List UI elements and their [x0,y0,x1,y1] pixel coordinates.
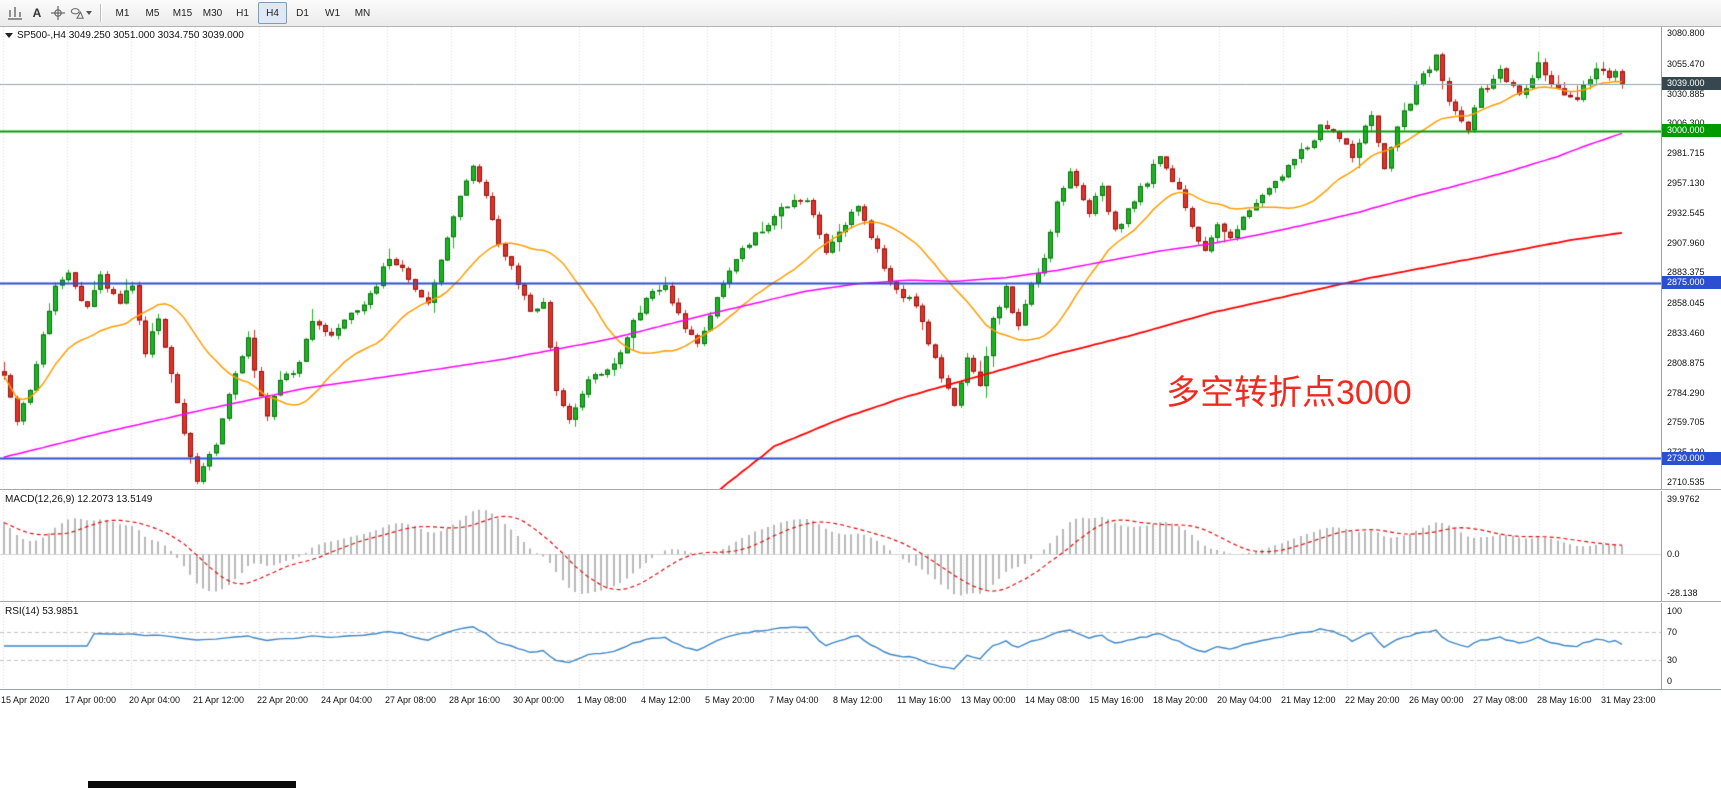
timeframe-h1-button[interactable]: H1 [236,7,249,19]
price-axis-label: 3080.800 [1667,28,1705,38]
price-axis-label: 2932.545 [1667,207,1705,218]
time-axis-label: 22 May 20:00 [1345,695,1400,705]
macd-header-text: MACD(12,26,9) 12.2073 13.5149 [5,494,153,505]
rsi-axis-label: 0 [1667,676,1673,686]
rsi-axis-label: 30 [1667,655,1678,665]
macd-axis-label: 0.0 [1667,549,1680,560]
price-axis-label: 2883.375 [1667,267,1705,278]
symbol-caret-icon[interactable] [5,33,13,38]
scrollbar-thumb[interactable] [88,781,296,788]
time-axis-label: 13 May 00:00 [961,695,1016,705]
time-axis-label: 27 May 08:00 [1473,695,1528,705]
time-axis-label: 26 May 00:00 [1409,695,1464,705]
toolbar-separator [100,4,101,22]
macd-header: MACD(12,26,9) 12.2073 13.5149 [5,494,152,505]
time-axis-label: 5 May 20:00 [705,695,755,705]
price-axis-label: 3055.470 [1667,58,1705,69]
time-axis-label: 14 May 08:00 [1025,695,1080,705]
timeframe-h4-button[interactable]: H4 [258,2,287,24]
time-axis-label: 31 May 23:00 [1601,695,1656,705]
bottom-area [0,712,1721,789]
price-axis-label: 3030.885 [1667,88,1705,99]
time-axis-label: 15 May 16:00 [1089,695,1144,705]
time-axis-label: 28 May 16:00 [1537,695,1592,705]
shapes-tool-button[interactable] [70,3,92,23]
price-tag-2730.000: 2730.000 [1662,451,1721,465]
timeframe-m1-button[interactable]: M1 [115,7,130,19]
rsi-header-text: RSI(14) 53.9851 [5,606,79,617]
dropdown-caret-icon[interactable] [86,11,92,15]
time-axis-label: 1 May 08:00 [577,695,627,705]
macd-chart-canvas[interactable] [0,491,1661,601]
price-axis-label: 2981.715 [1667,148,1705,159]
time-axis-label: 27 Apr 08:00 [385,695,437,705]
price-axis-label: 3006.300 [1667,118,1705,129]
rsi-chart-canvas[interactable] [0,603,1661,689]
price-tag-2875.000: 2875.000 [1662,276,1721,290]
price-chart-panel: SP500-,H4 3049.250 3051.000 3034.750 303… [0,27,1721,489]
time-axis-label: 15 Apr 2020 [1,695,50,705]
time-axis-label: 21 May 12:00 [1281,695,1336,705]
price-axis-label: 2759.705 [1667,417,1705,428]
price-axis-label: 2858.045 [1667,298,1705,309]
time-axis-label: 22 Apr 20:00 [257,695,309,705]
price-axis-label: 2784.290 [1667,387,1705,398]
price-tag-3039.000: 3039.000 [1662,77,1721,91]
time-axis-label: 4 May 12:00 [641,695,691,705]
timeframe-m15-button[interactable]: M15 [172,7,193,19]
price-axis-label: 2710.535 [1667,477,1705,487]
time-axis-label: 21 Apr 12:00 [193,695,245,705]
chart-annotation-text: 多空转折点3000 [1166,374,1412,412]
price-axis-label: 2833.460 [1667,327,1705,338]
main-toolbar: A M1 M5 M15 M30 H1 H4 D1 W1 MN [0,0,1721,27]
time-axis[interactable]: 15 Apr 2020 17 Apr 00:00 20 Apr 04:00 21 Ap… [0,689,1721,712]
time-axis-label: 24 Apr 04:00 [321,695,373,705]
rsi-axis-label: 70 [1667,627,1678,637]
price-axis[interactable]: 3080.800 3055.470 3030.885 3006.300 2981.715… [1661,27,1721,489]
timeframe-group: M1 M5 M15 M30 H1 H4 D1 W1 MN [108,2,378,24]
panel-separator[interactable] [0,489,1721,491]
timeframe-m30-button[interactable]: M30 [202,7,223,19]
panel-separator[interactable] [0,601,1721,603]
timeframe-d1-button[interactable]: D1 [296,7,309,19]
time-axis-label: 17 Apr 00:00 [65,695,117,705]
price-axis-label: 2808.875 [1667,357,1705,368]
rsi-panel: RSI(14) 53.9851 100 70 30 0 [0,603,1721,689]
time-axis-label: 18 May 20:00 [1153,695,1208,705]
crosshair-icon[interactable] [47,3,69,23]
rsi-header: RSI(14) 53.9851 [5,606,78,617]
time-axis-label: 20 Apr 04:00 [129,695,181,705]
rsi-axis-label: 100 [1667,606,1683,616]
macd-axis-label: 39.9762 [1667,494,1700,504]
time-axis-label: 11 May 16:00 [897,695,951,705]
charts-grid-icon[interactable] [4,3,26,23]
chart-header: SP500-,H4 3049.250 3051.000 3034.750 303… [5,30,244,41]
timeframe-w1-button[interactable]: W1 [325,7,340,19]
macd-axis-label: -28.138 [1667,588,1698,598]
time-axis-label: 30 Apr 00:00 [513,695,565,705]
rsi-axis[interactable]: 100 70 30 0 [1661,603,1721,689]
timeframe-mn-button[interactable]: MN [354,7,371,19]
time-axis-label: 8 May 12:00 [833,695,883,705]
symbol-ohlc-text: SP500-,H4 3049.250 3051.000 3034.750 303… [17,30,244,41]
price-tag-3000.000: 3000.000 [1662,124,1721,138]
time-axis-label: 7 May 04:00 [769,695,819,705]
time-axis-label: 20 May 04:00 [1217,695,1272,705]
text-label-tool-button[interactable]: A [32,6,42,20]
price-axis-label: 2907.960 [1667,237,1705,248]
price-axis-label: 2957.130 [1667,177,1705,188]
macd-panel: MACD(12,26,9) 12.2073 13.5149 39.9762 0.0… [0,491,1721,601]
price-chart-canvas[interactable] [0,27,1661,489]
macd-axis[interactable]: 39.9762 0.0 -28.138 [1661,491,1721,601]
timeframe-m5-button[interactable]: M5 [145,7,160,19]
time-axis-label: 28 Apr 16:00 [449,695,501,705]
